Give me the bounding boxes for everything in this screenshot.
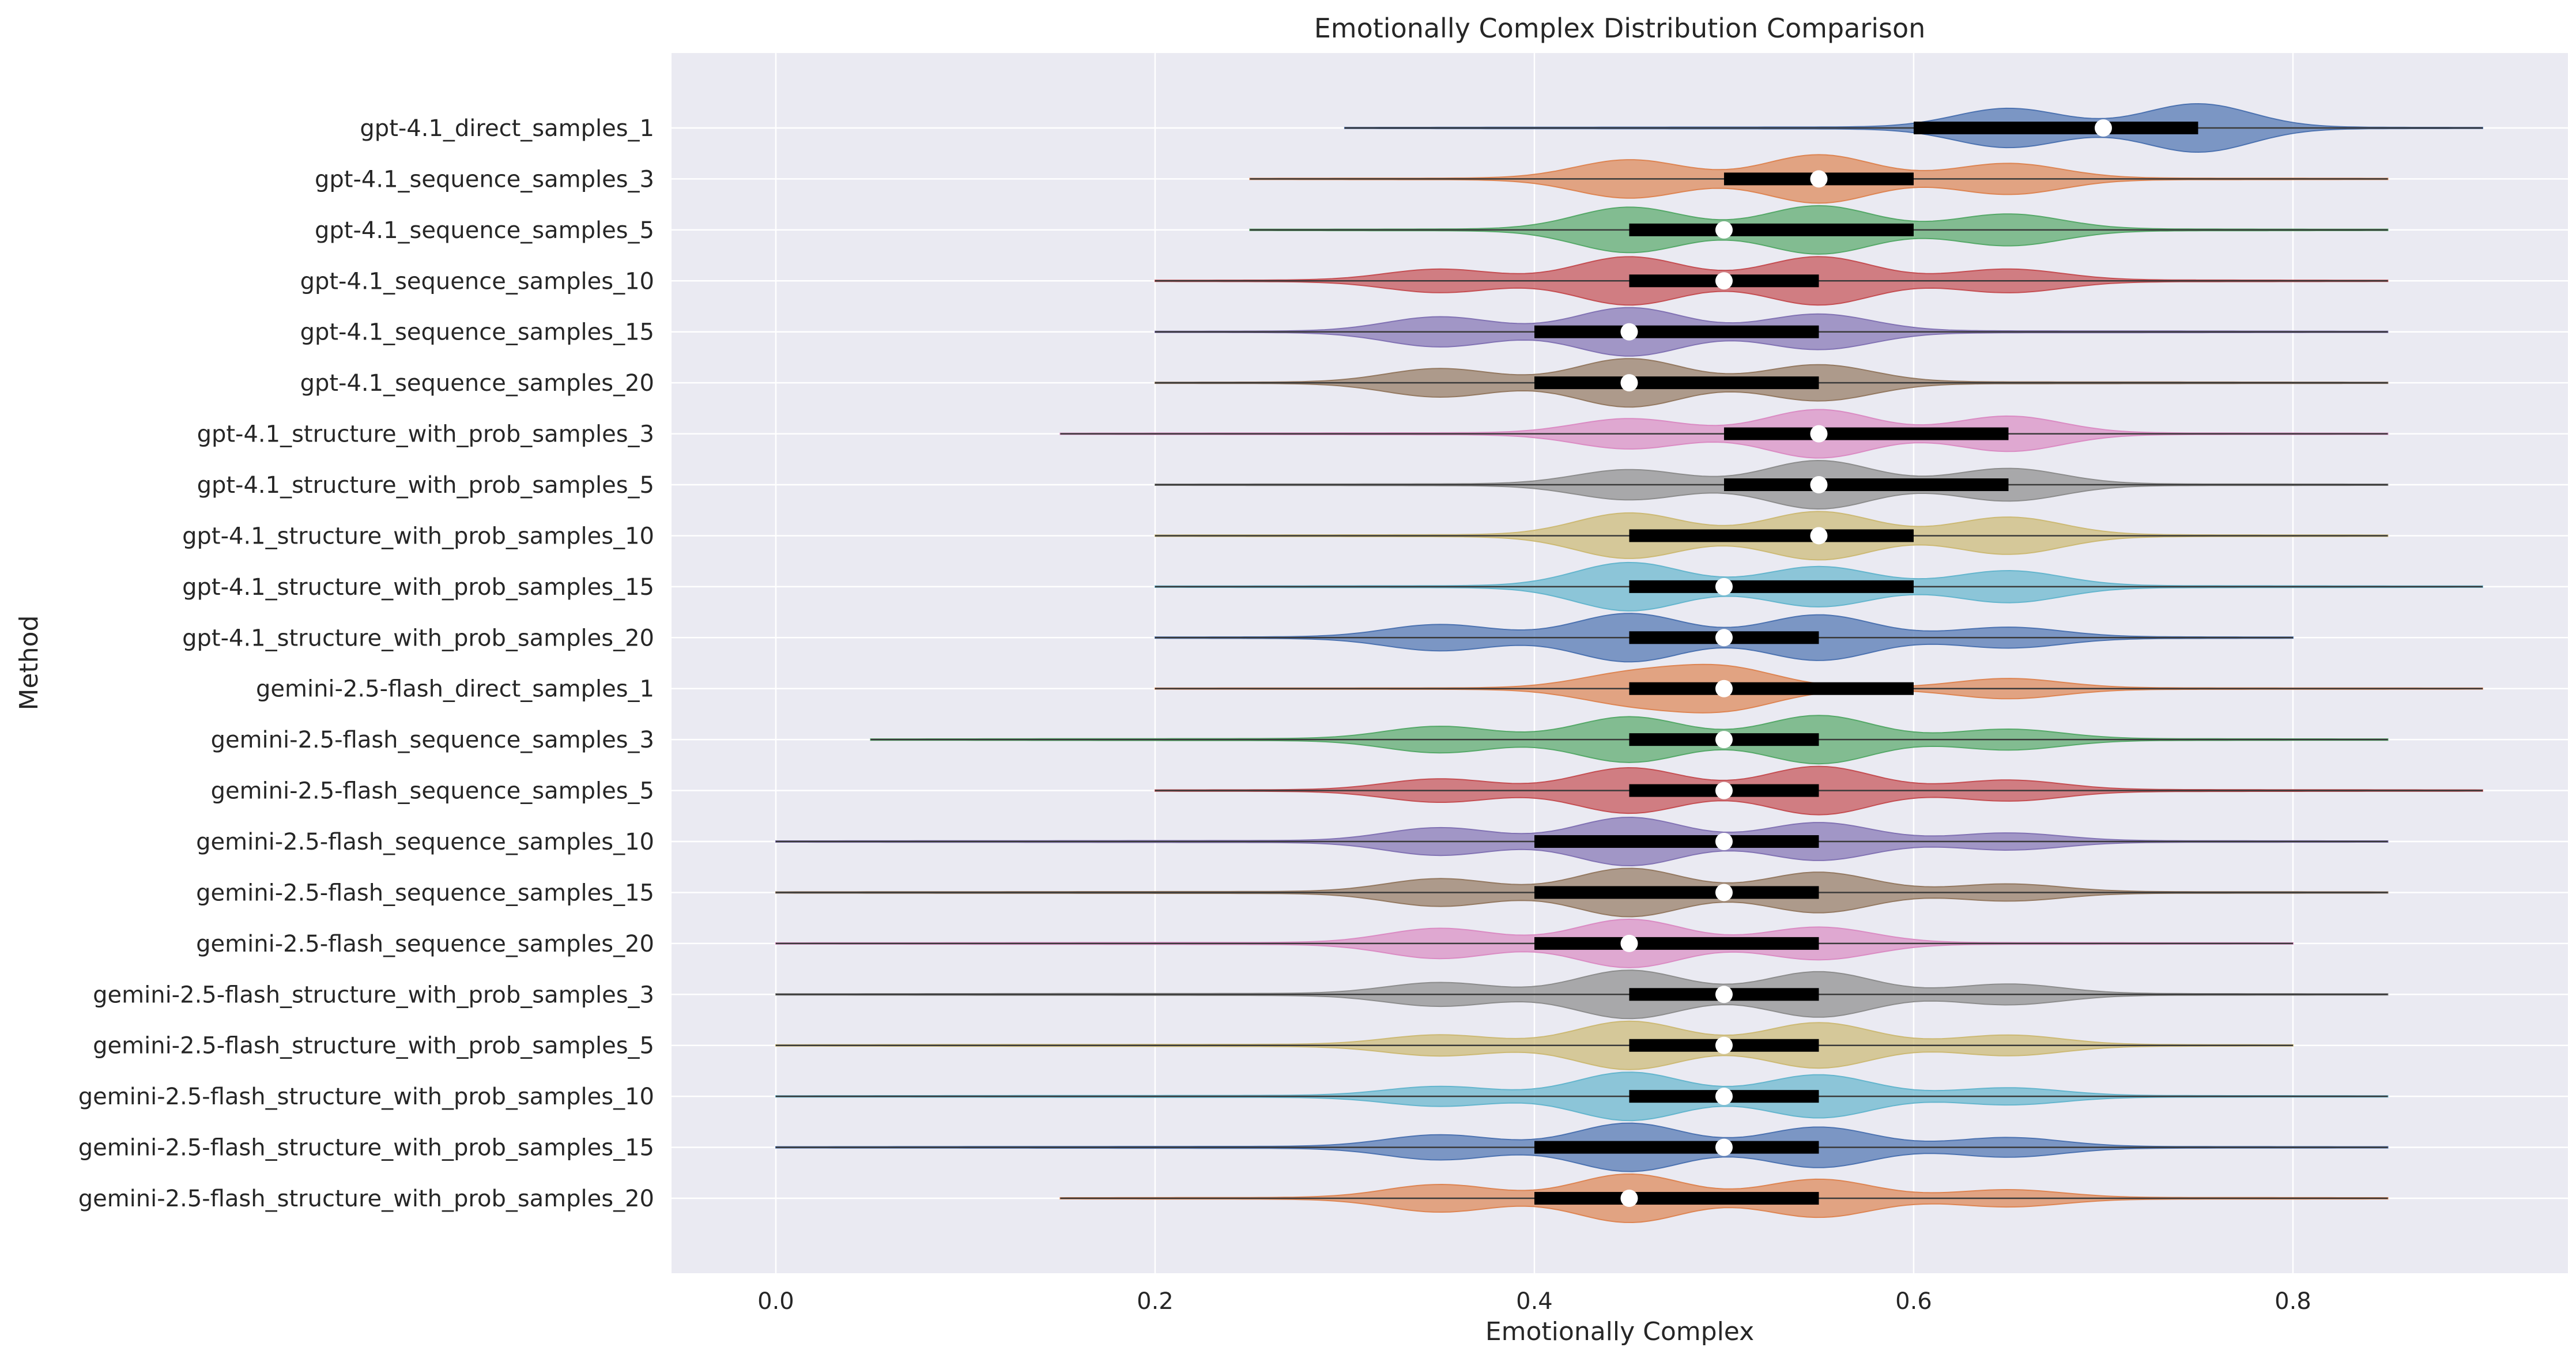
y-tick-label: gpt-4.1_structure_with_prob_samples_10 — [182, 523, 654, 549]
iqr-bar — [1534, 835, 1819, 848]
y-tick-labels: gpt-4.1_direct_samples_1 gpt-4.1_sequence… — [78, 115, 654, 1212]
median-marker — [1715, 782, 1733, 799]
median-marker — [1810, 476, 1828, 494]
y-axis-label: Method — [14, 615, 44, 710]
y-tick-label: gpt-4.1_sequence_samples_15 — [300, 319, 654, 346]
median-marker — [1715, 578, 1733, 595]
iqr-bar — [1913, 122, 2198, 134]
iqr-bar — [1629, 580, 1914, 593]
iqr-bar — [1534, 1192, 1819, 1205]
y-tick-label: gemini-2.5-flash_structure_with_prob_sam… — [78, 1135, 654, 1161]
y-tick-label: gpt-4.1_structure_with_prob_samples_15 — [182, 574, 654, 601]
iqr-bar — [1629, 529, 1914, 542]
chart-title: Emotionally Complex Distribution Compari… — [1314, 13, 1926, 44]
median-marker — [1715, 629, 1733, 647]
iqr-bar — [1534, 376, 1819, 390]
y-tick-label: gemini-2.5-flash_sequence_samples_20 — [196, 931, 654, 957]
iqr-bar — [1534, 325, 1819, 338]
median-marker — [1620, 934, 1638, 952]
x-tick-label: 0.8 — [2275, 1288, 2311, 1315]
x-tick-label: 0.6 — [1895, 1288, 1932, 1315]
median-marker — [1715, 221, 1733, 239]
x-tick-label: 0.2 — [1137, 1288, 1174, 1315]
y-tick-label: gemini-2.5-flash_sequence_samples_5 — [211, 778, 654, 805]
iqr-bar — [1723, 427, 2009, 440]
median-marker — [1715, 1088, 1733, 1105]
iqr-bar — [1629, 223, 1914, 236]
median-marker — [1715, 731, 1733, 749]
median-marker — [1810, 527, 1828, 545]
y-tick-label: gpt-4.1_sequence_samples_5 — [315, 217, 654, 244]
y-tick-label: gemini-2.5-flash_sequence_samples_3 — [211, 727, 654, 753]
y-tick-label: gpt-4.1_direct_samples_1 — [360, 115, 654, 142]
y-tick-label: gemini-2.5-flash_structure_with_prob_sam… — [93, 982, 654, 1008]
median-marker — [1715, 680, 1733, 697]
y-tick-label: gemini-2.5-flash_structure_with_prob_sam… — [93, 1033, 654, 1059]
y-tick-label: gpt-4.1_structure_with_prob_samples_5 — [197, 472, 654, 499]
x-tick-label: 0.4 — [1516, 1288, 1553, 1315]
y-tick-label: gemini-2.5-flash_structure_with_prob_sam… — [78, 1186, 654, 1212]
iqr-bar — [1534, 886, 1819, 899]
median-marker — [2094, 119, 2112, 137]
x-axis-label: Emotionally Complex — [1485, 1317, 1754, 1346]
y-tick-label: gemini-2.5-flash_sequence_samples_15 — [196, 880, 654, 906]
median-marker — [1620, 1190, 1638, 1207]
y-tick-label: gpt-4.1_structure_with_prob_samples_3 — [197, 421, 654, 448]
y-tick-label: gpt-4.1_sequence_samples_3 — [315, 166, 654, 193]
iqr-bar — [1723, 478, 2009, 492]
median-marker — [1810, 425, 1828, 443]
y-tick-label: gpt-4.1_structure_with_prob_samples_20 — [182, 625, 654, 651]
y-tick-label: gemini-2.5-flash_sequence_samples_10 — [196, 829, 654, 855]
plot-area — [672, 53, 2568, 1273]
median-marker — [1620, 374, 1638, 392]
y-tick-label: gpt-4.1_sequence_samples_10 — [300, 268, 654, 295]
median-marker — [1810, 170, 1828, 188]
median-marker — [1715, 833, 1733, 851]
x-tick-labels: 0.0 0.2 0.4 0.6 0.8 — [757, 1288, 2311, 1315]
median-marker — [1715, 884, 1733, 901]
y-tick-label: gemini-2.5-flash_direct_samples_1 — [256, 676, 654, 703]
iqr-bar — [1534, 1141, 1819, 1154]
x-tick-label: 0.0 — [757, 1288, 794, 1315]
iqr-bar — [1534, 937, 1819, 950]
median-marker — [1620, 323, 1638, 341]
y-tick-label: gpt-4.1_sequence_samples_20 — [300, 370, 654, 397]
y-tick-label: gemini-2.5-flash_structure_with_prob_sam… — [78, 1084, 654, 1110]
iqr-bar — [1629, 682, 1914, 695]
median-marker — [1715, 272, 1733, 290]
median-marker — [1715, 1138, 1733, 1156]
median-marker — [1715, 986, 1733, 1003]
box-plots — [775, 119, 2483, 1207]
median-marker — [1715, 1036, 1733, 1054]
